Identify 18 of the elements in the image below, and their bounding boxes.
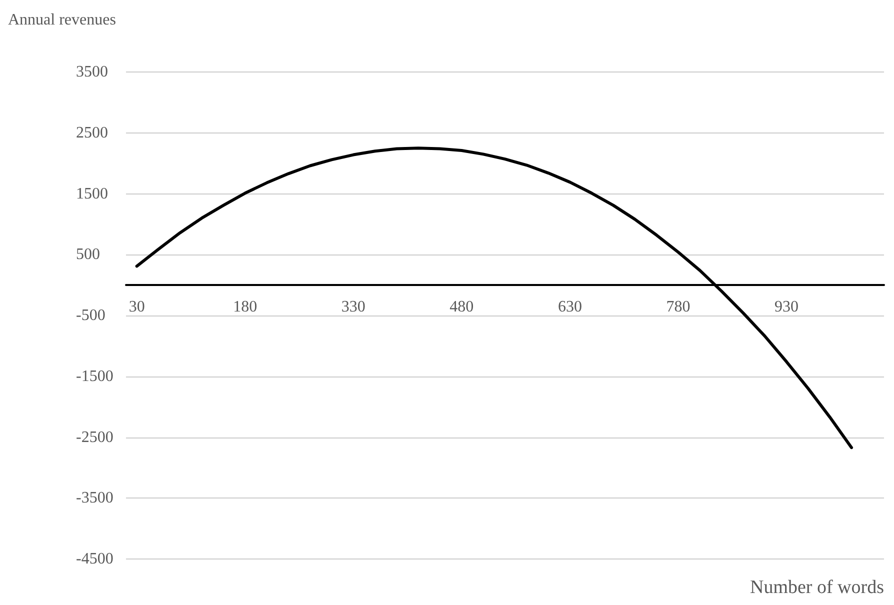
y-tick-label: -3500 (76, 490, 114, 507)
x-axis-title: Number of words (750, 577, 884, 598)
x-tick-label: 780 (666, 298, 690, 316)
x-tick-label: 180 (233, 298, 258, 316)
y-tick-label: -4500 (76, 550, 114, 568)
y-axis-title: Annual revenues (8, 12, 116, 28)
x-tick-label: 930 (774, 298, 799, 316)
x-tick-label: 30 (128, 298, 145, 316)
y-tick-label: -500 (76, 307, 106, 324)
y-tick-label: 3500 (76, 64, 108, 80)
y-tick-label: 500 (76, 246, 100, 264)
y-tick-label: 2500 (76, 124, 108, 142)
y-tick-label: 1500 (76, 185, 108, 202)
y-tick-label: -1500 (76, 368, 114, 385)
x-tick-label: 330 (341, 298, 366, 316)
y-tick-label: -2500 (76, 428, 114, 446)
x-tick-label: 630 (558, 298, 582, 316)
x-tick-label: 480 (450, 298, 474, 316)
